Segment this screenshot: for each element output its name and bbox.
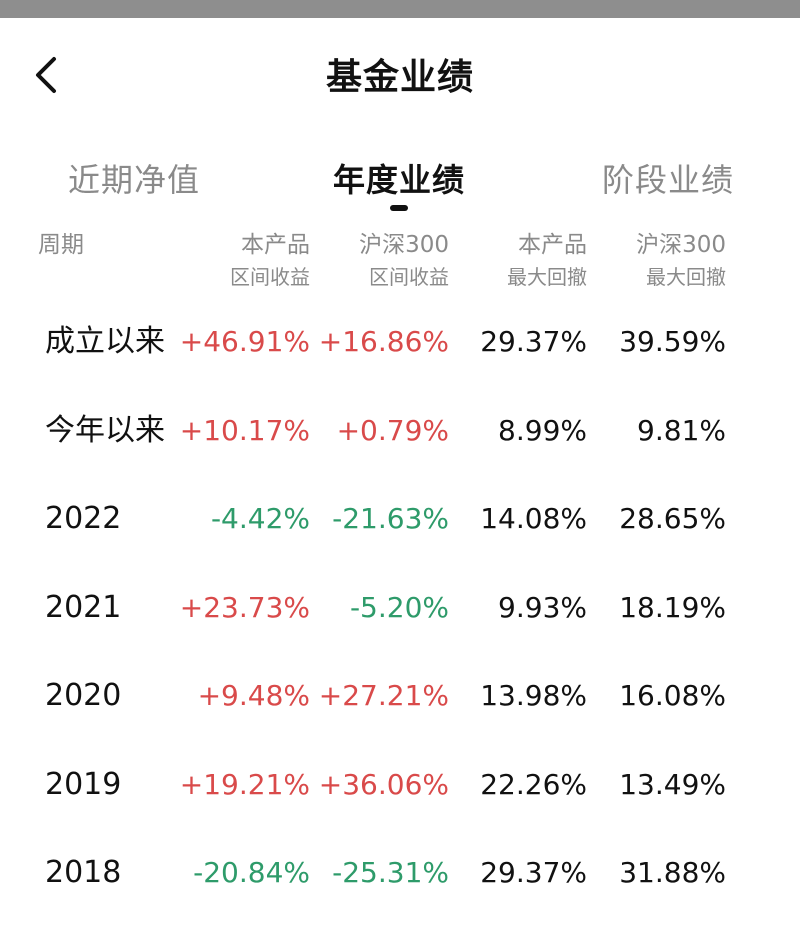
period-cell: 2018: [45, 855, 122, 890]
product-return-cell: -4.42%: [210, 502, 310, 535]
column-header-product-return: 本产品 区间收益: [230, 230, 310, 294]
index-drawdown-cell: 16.08%: [619, 679, 726, 712]
index-return-cell: +0.79%: [336, 414, 449, 447]
product-drawdown-cell: 13.98%: [480, 679, 587, 712]
table-row: 2019 +19.21% +36.06% 22.26% 13.49%: [0, 755, 800, 815]
period-cell: 2020: [45, 678, 122, 713]
tab-label: 年度业绩: [333, 161, 466, 199]
header-line2: 区间收益: [230, 265, 310, 289]
period-cell: 2022: [45, 501, 122, 536]
index-drawdown-cell: 31.88%: [619, 856, 726, 889]
tab-active-indicator: [390, 205, 408, 211]
header-line1: 沪深300: [636, 232, 726, 258]
period-cell: 今年以来: [45, 413, 165, 448]
product-drawdown-cell: 8.99%: [498, 414, 587, 447]
product-return-cell: +46.91%: [179, 325, 310, 358]
product-drawdown-cell: 29.37%: [480, 325, 587, 358]
tab-bar: 近期净值 年度业绩 阶段业绩: [0, 155, 800, 215]
product-drawdown-cell: 9.93%: [498, 591, 587, 624]
column-header-index-drawdown: 沪深300 最大回撤: [636, 230, 726, 294]
product-return-cell: +23.73%: [179, 591, 310, 624]
index-return-cell: -25.31%: [332, 856, 449, 889]
product-return-cell: +9.48%: [197, 679, 310, 712]
product-return-cell: -20.84%: [193, 856, 310, 889]
back-button[interactable]: [22, 50, 72, 100]
header-line1: 周期: [38, 232, 84, 258]
index-return-cell: +27.21%: [318, 679, 449, 712]
page-title: 基金业绩: [325, 57, 474, 98]
product-return-cell: +19.21%: [179, 768, 310, 801]
product-drawdown-cell: 14.08%: [480, 502, 587, 535]
index-drawdown-cell: 28.65%: [619, 502, 726, 535]
table-row: 2020 +9.48% +27.21% 13.98% 16.08%: [0, 666, 800, 726]
product-drawdown-cell: 22.26%: [480, 768, 587, 801]
tab-stage-performance[interactable]: 阶段业绩: [602, 161, 735, 199]
index-return-cell: +16.86%: [318, 325, 449, 358]
column-header-product-drawdown: 本产品 最大回撤: [507, 230, 587, 294]
index-drawdown-cell: 39.59%: [619, 325, 726, 358]
header-line2: 最大回撤: [507, 265, 587, 289]
column-header-period: 周期: [38, 230, 84, 260]
index-drawdown-cell: 9.81%: [637, 414, 726, 447]
tab-annual-performance[interactable]: 年度业绩: [333, 155, 466, 211]
tab-recent-nav[interactable]: 近期净值: [68, 161, 201, 199]
index-drawdown-cell: 13.49%: [619, 768, 726, 801]
chevron-left-icon: [36, 57, 56, 93]
index-drawdown-cell: 18.19%: [619, 591, 726, 624]
period-cell: 2019: [45, 767, 122, 802]
product-return-cell: +10.17%: [179, 414, 310, 447]
column-header-index-return: 沪深300 区间收益: [359, 230, 449, 294]
product-drawdown-cell: 29.37%: [480, 856, 587, 889]
period-cell: 成立以来: [45, 324, 165, 359]
status-bar: [0, 0, 800, 18]
table-row: 2018 -20.84% -25.31% 29.37% 31.88%: [0, 843, 800, 903]
table-row: 成立以来 +46.91% +16.86% 29.37% 39.59%: [0, 312, 800, 372]
period-cell: 2021: [45, 590, 122, 625]
index-return-cell: -21.63%: [332, 502, 449, 535]
table-row: 今年以来 +10.17% +0.79% 8.99% 9.81%: [0, 401, 800, 461]
header-line1: 本产品: [518, 232, 587, 258]
header-line2: 区间收益: [369, 265, 449, 289]
header-line1: 沪深300: [359, 232, 449, 258]
index-return-cell: -5.20%: [349, 591, 449, 624]
table-row: 2022 -4.42% -21.63% 14.08% 28.65%: [0, 489, 800, 549]
header-line1: 本产品: [241, 232, 310, 258]
table-row: 2021 +23.73% -5.20% 9.93% 18.19%: [0, 578, 800, 638]
index-return-cell: +36.06%: [318, 768, 449, 801]
header-line2: 最大回撤: [646, 265, 726, 289]
nav-bar: 基金业绩: [0, 18, 800, 128]
